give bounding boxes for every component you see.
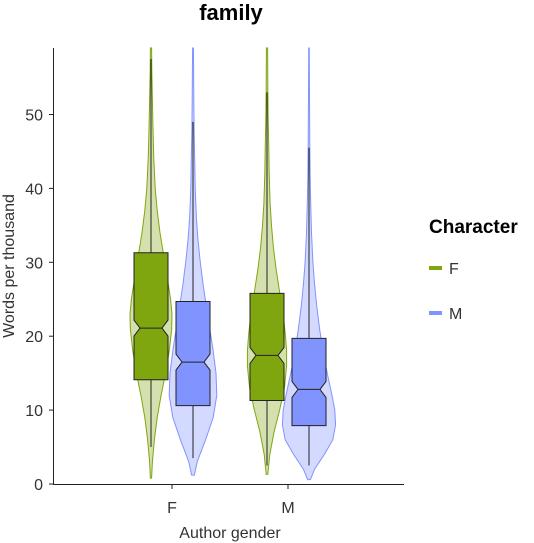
x-tick-label-F: F <box>167 500 177 517</box>
legend-label-F: F <box>449 261 459 278</box>
y-ticks: 0 10 20 30 40 50 <box>25 108 53 494</box>
legend-title: Character <box>429 217 518 238</box>
box-M-F <box>175 300 211 407</box>
legend-label-M: M <box>449 306 462 323</box>
y-tick-label-20: 20 <box>25 329 43 346</box>
x-axis-label: Author gender <box>179 525 281 542</box>
legend: Character F M <box>429 217 518 323</box>
y-tick-label-10: 10 <box>25 403 43 420</box>
y-tick-label-40: 40 <box>25 181 43 198</box>
y-tick-label-50: 50 <box>25 108 43 125</box>
x-tick-label-M: M <box>281 500 294 517</box>
plot-area <box>129 47 337 481</box>
y-axis-label: Words per thousand <box>1 194 18 338</box>
y-tick-label-0: 0 <box>34 477 43 494</box>
box-F-M <box>249 292 285 401</box>
box-F-F <box>133 252 169 381</box>
chart-title: family <box>199 0 263 25</box>
box-M-M <box>291 337 327 427</box>
y-tick-label-30: 30 <box>25 255 43 272</box>
